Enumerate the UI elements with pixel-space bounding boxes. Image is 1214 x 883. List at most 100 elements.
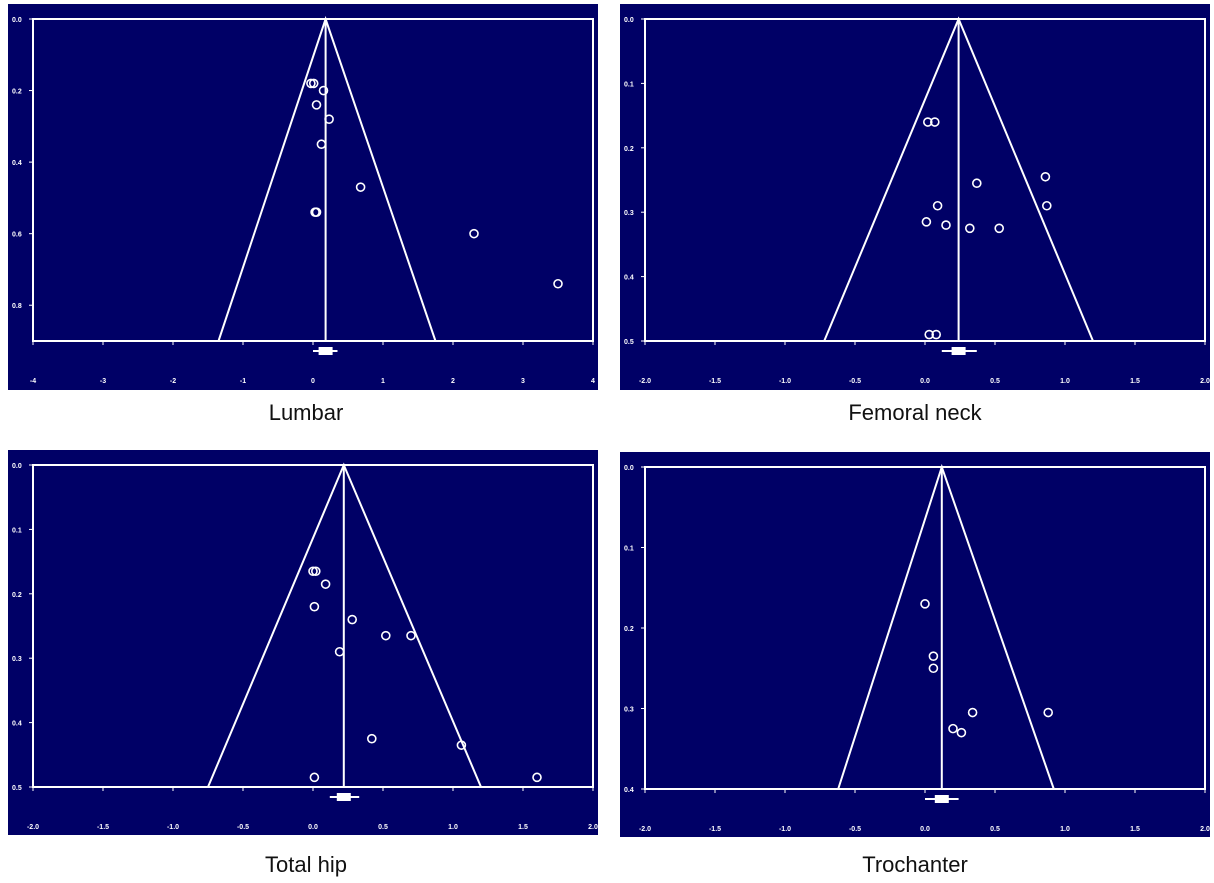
summary-estimate-marker: [934, 795, 949, 803]
study-point: [320, 579, 331, 589]
x-tick-label: 1.0: [1060, 378, 1070, 385]
study-point: [406, 630, 416, 641]
x-tick-label: -2.0: [27, 824, 39, 831]
x-tick-label: 1: [381, 378, 385, 385]
x-tick-label: 0.5: [378, 824, 388, 831]
y-tick-label: 0.4: [624, 275, 634, 282]
x-tick-label: 2.0: [588, 824, 598, 831]
study-point: [380, 630, 391, 641]
x-tick-label: -4: [30, 378, 36, 385]
study-point: [309, 772, 320, 783]
y-tick-label: 0.0: [12, 463, 22, 470]
plot-background: [8, 450, 598, 835]
study-point: [924, 329, 935, 340]
x-tick-label: -0.5: [237, 824, 249, 831]
y-tick-label: 0.1: [624, 81, 634, 88]
x-tick-label: -0.5: [849, 378, 861, 385]
study-point: [311, 207, 322, 217]
funnel-plot-lumbar: 0.0 0.2 0.4 0.6 0.8 -4 -3 -2 -1 0 1 2 3 4: [8, 4, 598, 390]
y-tick-label: 0.4: [12, 721, 22, 728]
study-point: [469, 228, 479, 239]
x-tick-label: -2: [170, 378, 176, 385]
caption-total-hip: Total hip: [265, 852, 347, 877]
y-tick-label: 0.3: [624, 707, 634, 714]
y-tick-label: 0.5: [624, 339, 634, 346]
y-tick-label: 0.2: [624, 146, 634, 153]
study-point: [920, 599, 930, 609]
y-tick-label: 0.4: [624, 787, 634, 794]
y-tick-label: 0.2: [12, 89, 22, 96]
study-point: [318, 85, 329, 96]
x-tick-label: 0: [311, 378, 315, 385]
funnel-plot-svg: 0.0 0.1 0.2 0.3 0.4 0.5 -2.0 -1.5 -1.0 -0.5 0.0 0.5…: [620, 4, 1210, 390]
x-tick-label: 1.5: [518, 824, 528, 831]
study-point: [994, 223, 1005, 234]
caption-lumbar: Lumbar: [268, 400, 344, 425]
x-tick-label: 1.5: [1130, 826, 1140, 833]
study-point: [308, 78, 319, 89]
x-tick-label: 0.0: [920, 826, 930, 833]
study-point: [971, 178, 982, 189]
study-point: [308, 566, 318, 577]
caption-femoral-neck: Femoral neck: [848, 400, 982, 425]
study-point: [941, 220, 951, 230]
y-tick-label: 0.0: [624, 465, 634, 472]
x-tick-label: 0.0: [920, 378, 930, 385]
y-tick-label: 0.5: [12, 785, 22, 792]
study-point: [1041, 200, 1052, 211]
x-tick-label: -1.0: [167, 824, 179, 831]
study-point: [532, 772, 542, 783]
study-point: [334, 646, 345, 657]
x-tick-label: 1.5: [1130, 378, 1140, 385]
y-tick-label: 0.4: [12, 160, 22, 167]
study-point: [964, 223, 975, 234]
y-tick-label: 0.1: [624, 546, 634, 553]
study-point: [310, 566, 321, 577]
x-tick-label: -1.5: [97, 824, 109, 831]
study-point: [316, 139, 327, 150]
x-tick-label: -2.0: [639, 826, 651, 833]
y-tick-label: 0.6: [12, 232, 22, 239]
y-tick-label: 0.3: [12, 656, 22, 663]
x-tick-label: 1.0: [1060, 826, 1070, 833]
x-tick-label: -1.5: [709, 826, 721, 833]
x-tick-label: -1: [240, 378, 246, 385]
study-point: [929, 117, 940, 127]
study-point: [956, 727, 967, 738]
x-tick-label: 0.0: [308, 824, 318, 831]
summary-estimate-marker: [318, 347, 333, 355]
summary-estimate-marker: [336, 793, 351, 801]
study-point: [1043, 707, 1054, 718]
x-tick-label: 2.0: [1200, 826, 1210, 833]
x-tick-label: -1.0: [779, 826, 791, 833]
study-point: [922, 117, 933, 127]
funnel-plot-svg: 0.0 0.1 0.2 0.3 0.4 -2.0 -1.5 -1.0 -0.5 0.0 0.5 1.0…: [620, 452, 1210, 837]
y-tick-label: 0.8: [12, 303, 22, 310]
x-tick-label: -1.5: [709, 378, 721, 385]
x-tick-label: 3: [521, 378, 525, 385]
funnel-plot-svg: 0.0 0.2 0.4 0.6 0.8 -4 -3 -2 -1 0 1 2 3 4: [8, 4, 598, 390]
x-tick-label: 4: [591, 378, 595, 385]
study-point: [553, 278, 563, 289]
study-point: [311, 100, 322, 110]
x-tick-label: -3: [100, 378, 106, 385]
study-point: [921, 217, 932, 227]
funnel-plot-total-hip: 0.0 0.1 0.2 0.3 0.4 0.5 -2.0 -1.5 -1.0 -0.5 0.0 0.5…: [8, 450, 598, 835]
study-point: [347, 614, 358, 625]
funnel-plot-trochanter: 0.0 0.1 0.2 0.3 0.4 -2.0 -1.5 -1.0 -0.5 0.0 0.5 1.0…: [620, 452, 1210, 837]
funnel-plot-svg: 0.0 0.1 0.2 0.3 0.4 0.5 -2.0 -1.5 -1.0 -0.5 0.0 0.5…: [8, 450, 598, 835]
study-point: [931, 329, 942, 340]
y-tick-label: 0.0: [12, 17, 22, 24]
study-point: [456, 740, 467, 750]
funnel-plot-femoral-neck: 0.0 0.1 0.2 0.3 0.4 0.5 -2.0 -1.5 -1.0 -0.5 0.0 0.5…: [620, 4, 1210, 390]
study-point: [306, 78, 316, 89]
summary-estimate-marker: [951, 347, 966, 355]
x-tick-label: -2.0: [639, 378, 651, 385]
caption-trochanter: Trochanter: [862, 852, 968, 877]
y-tick-label: 0.3: [624, 210, 634, 217]
study-point: [967, 707, 978, 718]
plot-background: [620, 452, 1210, 837]
x-tick-label: 0.5: [990, 378, 1000, 385]
x-tick-label: 0.5: [990, 826, 1000, 833]
x-tick-label: 2.0: [1200, 378, 1210, 385]
